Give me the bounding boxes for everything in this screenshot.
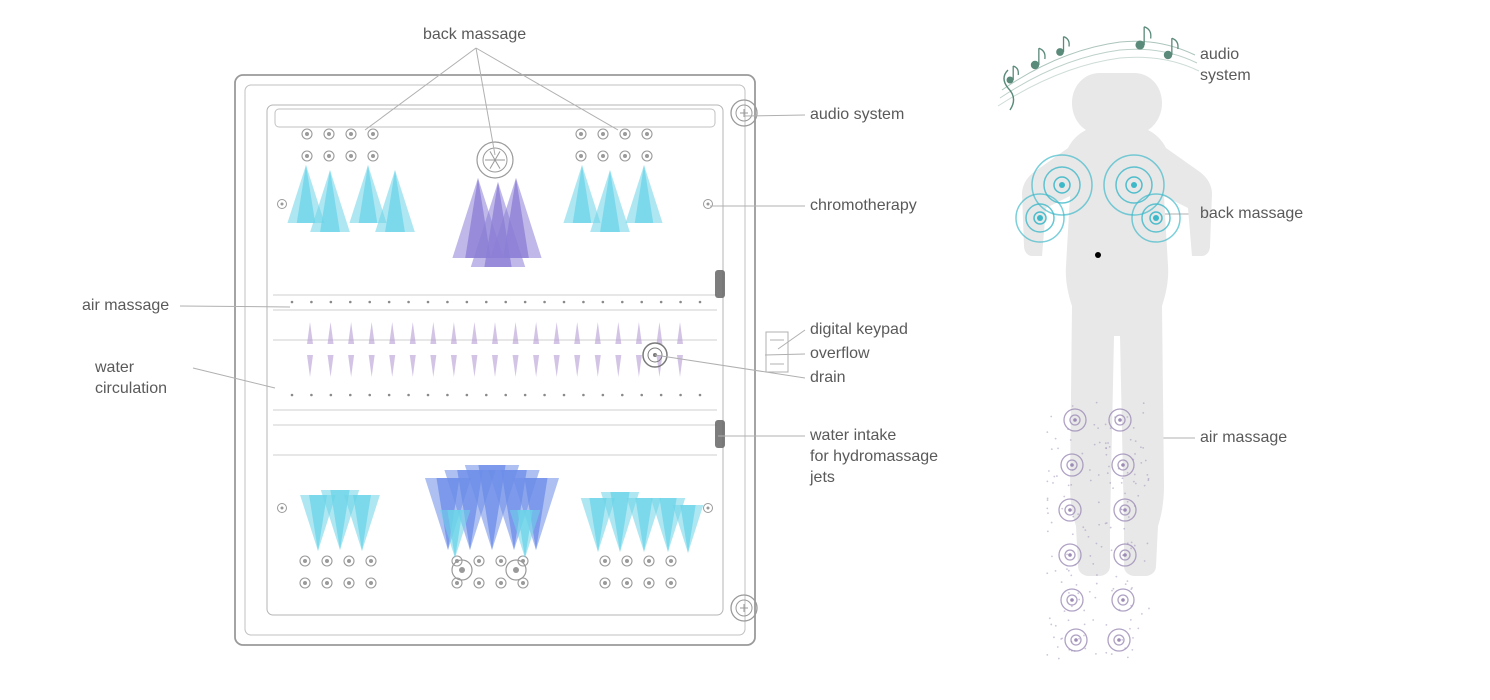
label-back-massage-top: back massage [423, 25, 526, 46]
label-audio-system: audio system [810, 105, 904, 126]
label-drain: drain [810, 368, 846, 389]
label-air-massage: air massage [82, 296, 169, 317]
label-water-circulation: water circulation [95, 358, 167, 400]
body-silhouette [1022, 73, 1212, 576]
label-overflow: overflow [810, 344, 870, 365]
label-chromotherapy: chromotherapy [810, 196, 917, 217]
label-body-air-massage: air massage [1200, 428, 1287, 449]
label-body-audio: audio system [1200, 45, 1251, 87]
label-digital-keypad: digital keypad [810, 320, 908, 341]
label-body-back-massage: back massage [1200, 204, 1303, 225]
diagram-canvas [0, 0, 1490, 700]
label-water-intake: water intake for hydromassage jets [810, 426, 938, 488]
